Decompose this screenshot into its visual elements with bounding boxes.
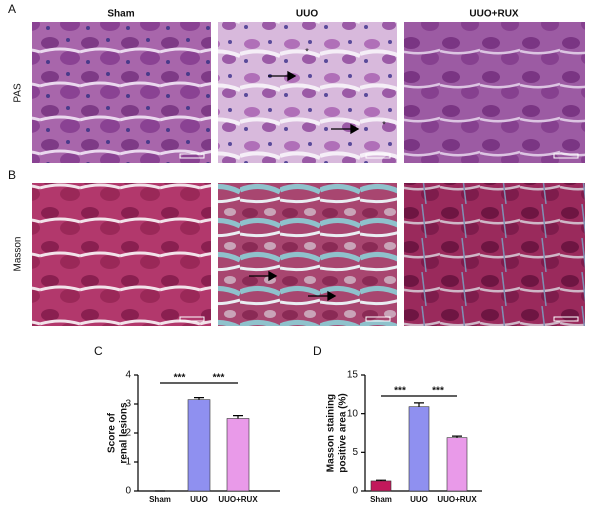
image-annotation: * [305,46,309,56]
y-tick-label: 5 [352,447,358,458]
y-tick-label: 3 [125,399,131,410]
bar [446,437,468,492]
error-bar [414,402,424,407]
y-tick-label: 4 [125,370,131,381]
scale-bars [179,153,579,322]
x-tick-label: UUO [410,495,428,504]
panel-label: D [313,344,322,358]
y-tick-label: 15 [347,370,359,381]
significance-label: *** [213,373,225,384]
y-tick-label: 0 [125,486,131,497]
arrows [249,70,360,302]
y-tick-label: 1 [125,457,131,468]
x-tick-label: UUO+RUX [218,495,258,504]
y-tick-label: 10 [347,408,359,419]
significance-label: *** [394,386,406,397]
panel-label: B [8,168,16,182]
row-label: PAS [13,83,24,103]
error-bar [233,415,243,419]
micrograph [404,183,585,326]
error-bar [376,479,386,481]
column-header: UUO [296,9,318,20]
x-tick-label: Sham [149,495,171,504]
micrograph [32,22,211,163]
micrograph [218,22,397,163]
image-annotation: * [382,119,386,129]
y-axis-label: renal lesions [119,402,130,464]
column-header: UUO+RUX [469,9,519,20]
significance-label: *** [174,373,186,384]
y-axis-label: Masson staining [326,394,337,472]
bar [226,418,250,492]
bar [370,480,392,492]
micrograph [32,183,211,326]
x-tick-label: Sham [370,495,392,504]
x-tick-label: UUO+RUX [437,495,477,504]
micrograph [218,183,397,326]
micrograph [404,22,585,163]
column-header: Sham [107,9,134,20]
error-bar [452,435,462,438]
y-tick-label: 0 [352,486,358,497]
panel-label: A [8,2,16,16]
y-axis-label: Score of [107,412,118,453]
y-tick-label: 2 [125,428,131,439]
significance-label: *** [432,386,444,397]
row-label: Masson [13,236,24,271]
y-axis-label: positive area (%) [338,393,349,472]
bar [408,406,430,492]
error-bar [194,397,204,400]
panel-label: C [94,344,103,358]
x-tick-label: UUO [190,495,208,504]
bar [187,399,211,492]
